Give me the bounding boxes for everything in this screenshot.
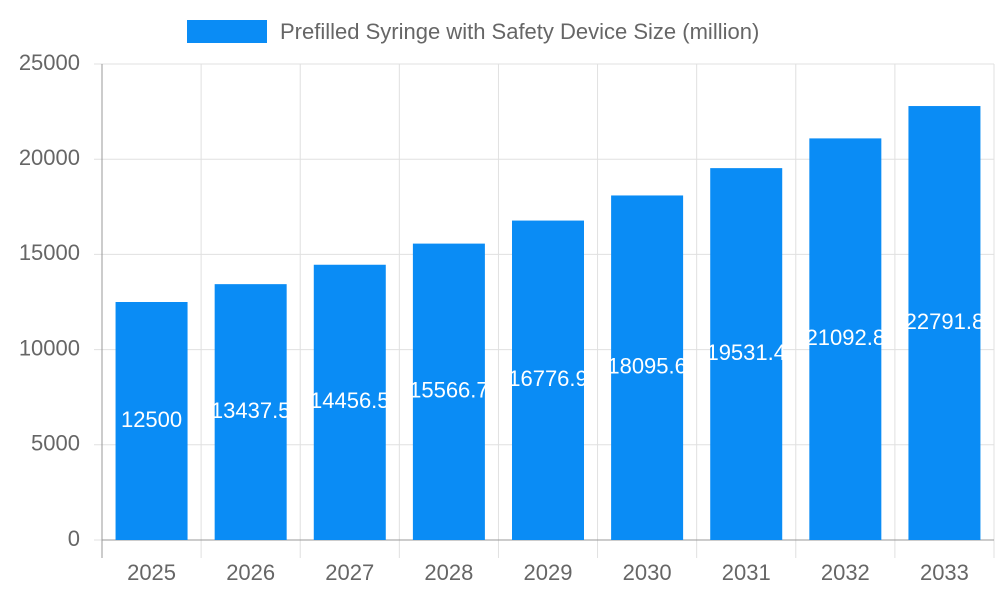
x-tick-label: 2033: [920, 560, 969, 585]
x-tick-label: 2032: [821, 560, 870, 585]
data-label: 21092.8: [806, 325, 886, 350]
data-label: 12500: [121, 407, 182, 432]
data-label: 13437.5: [211, 398, 291, 423]
data-label: 15566.7: [409, 378, 489, 403]
legend-swatch: [187, 20, 267, 43]
legend-label: Prefilled Syringe with Safety Device Siz…: [280, 19, 759, 44]
bar: [214, 284, 287, 540]
bar: [313, 264, 386, 540]
data-label: 14456.5: [310, 388, 390, 413]
bar: [412, 243, 485, 540]
y-tick-label: 5000: [31, 431, 80, 456]
bar: [611, 195, 684, 540]
x-tick-label: 2031: [722, 560, 771, 585]
y-tick-label: 20000: [19, 145, 80, 170]
data-label: 16776.9: [508, 366, 588, 391]
bar: [512, 220, 584, 541]
x-tick-label: 2027: [325, 560, 374, 585]
y-tick-label: 25000: [19, 50, 80, 75]
y-tick-label: 0: [68, 526, 80, 551]
y-tick-label: 10000: [19, 335, 80, 360]
bar: [908, 106, 981, 540]
data-label: 19531.4: [706, 340, 786, 365]
data-label: 18095.6: [607, 354, 687, 379]
bar: [809, 138, 882, 541]
x-tick-label: 2028: [424, 560, 473, 585]
bar: [115, 302, 188, 540]
x-tick-label: 2030: [623, 560, 672, 585]
x-tick-label: 2029: [524, 560, 573, 585]
x-tick-label: 2026: [226, 560, 275, 585]
x-tick-label: 2025: [127, 560, 176, 585]
bar: [710, 168, 783, 541]
data-label: 22791.8: [905, 309, 985, 334]
y-tick-label: 15000: [19, 240, 80, 265]
